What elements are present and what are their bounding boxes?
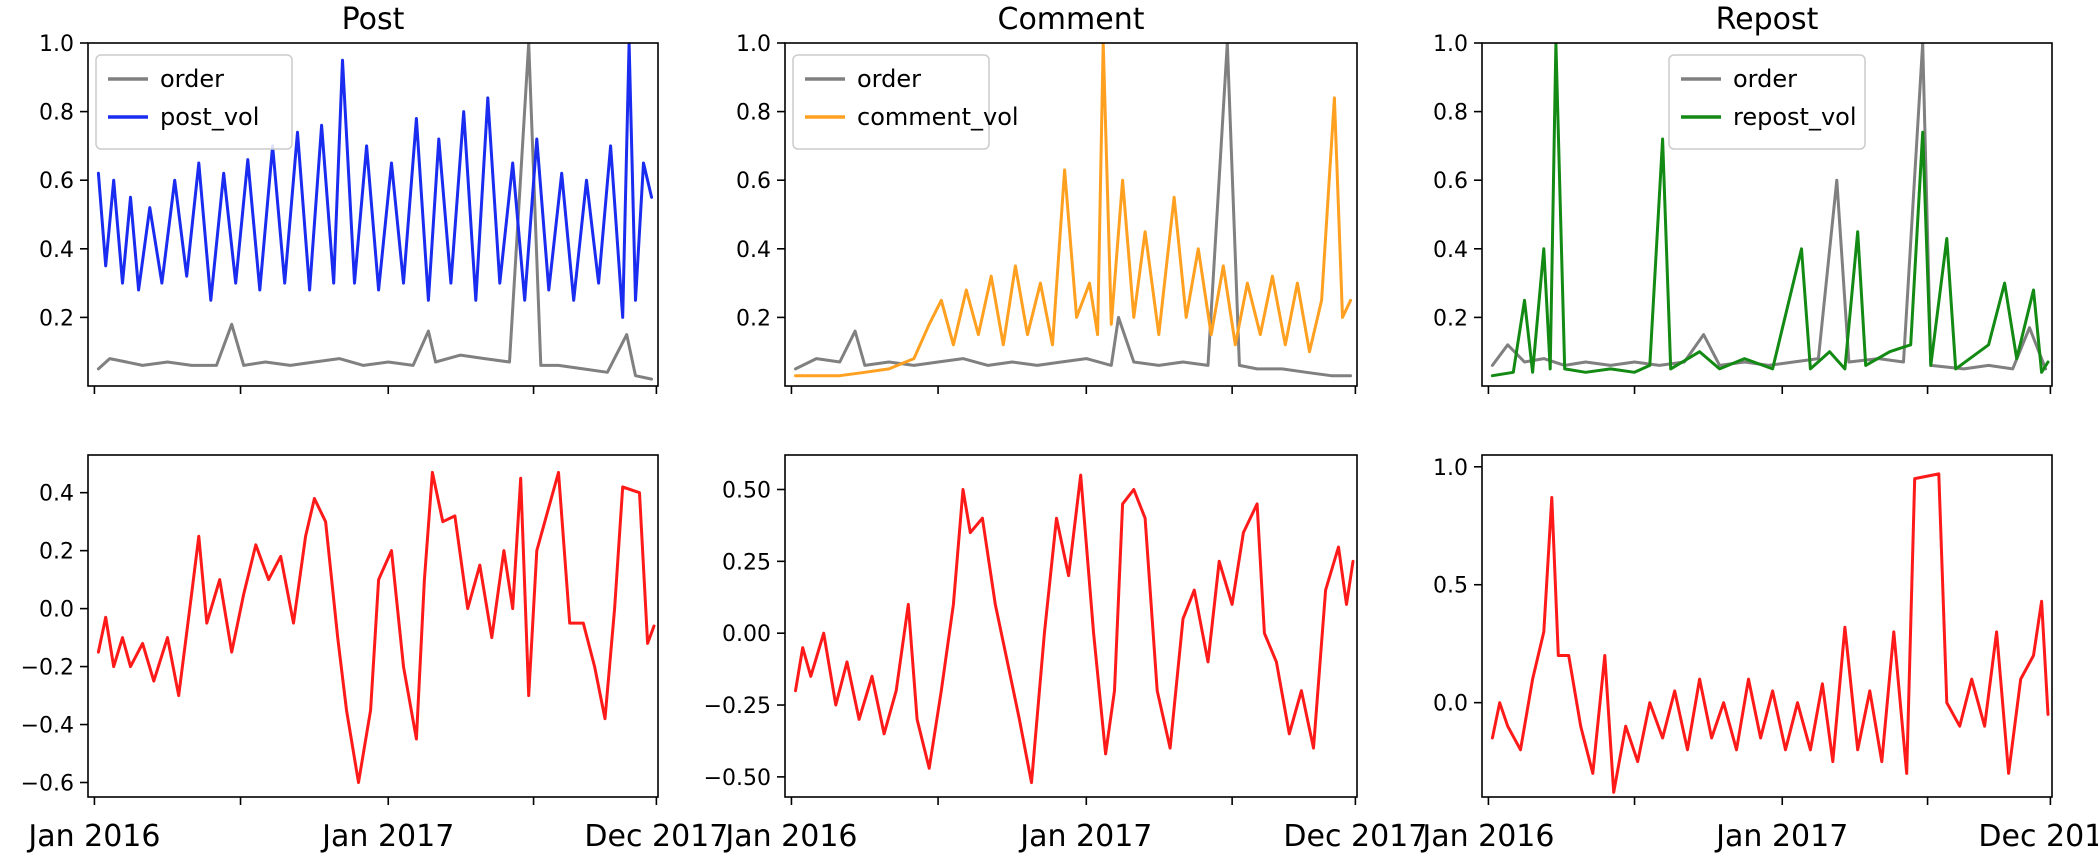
series-line-order [794,43,1353,378]
subplot-2: 0.2 0.4 0.6 0.8 1.0 Comment order comment_vol [736,2,1358,394]
y-tick-label: −0.4 [21,714,74,739]
y-tick-label: 0.0 [39,598,74,623]
y-tick-label: −0.50 [704,766,771,791]
y-tick-label: 0.5 [1433,574,1468,599]
series-line-value [1490,472,2050,794]
y-tick-label: 0.25 [722,550,771,575]
plot-title: Repost [1716,2,1819,37]
y-tick-label: 1.0 [736,32,771,57]
series-group [794,43,1353,378]
legend-label: repost_vol [1733,103,1857,131]
legend: order repost_vol [1668,54,1866,150]
legend: order comment_vol [792,54,1019,150]
y-tick-label: 0.0 [1433,692,1468,717]
series-line-order [96,43,654,381]
y-tick-label: 0.4 [39,238,74,263]
plot-frame [784,42,1358,387]
y-tick-label: 1.0 [39,32,74,57]
series-group [1490,43,2050,378]
plot-frame [87,454,659,798]
series-line-comment-vol [794,43,1353,378]
series-group [96,470,656,784]
y-tick-label: 0.2 [39,540,74,565]
y-tick-label: 0.4 [736,238,771,263]
y-tick-label: 0.8 [736,101,771,126]
y-tick-label: 0.00 [722,622,771,647]
y-tick-label: 0.6 [736,169,771,194]
y-tick-label: 0.2 [1433,306,1468,331]
series-line-value [96,470,656,784]
y-tick-label: 0.2 [39,306,74,331]
y-tick-label: 0.6 [39,169,74,194]
series-line-post-vol [96,43,654,319]
legend-label: order [160,65,224,93]
plot-title: Comment [998,2,1145,37]
y-tick-label: 0.50 [722,478,771,503]
y-tick-label: 1.0 [1433,456,1468,481]
plot-frame [1481,42,2053,387]
subplot-5: −0.50 −0.25 0.00 0.25 0.50 Jan 2016 Jan 2017 De… [704,454,1427,854]
subplot-1: 0.2 0.4 0.6 0.8 1.0 Post order post_vol [39,2,659,394]
x-tick-label: Jan 2016 [1420,819,1554,854]
x-tick-label: Dec 2017 [584,819,728,854]
x-tick-label: Jan 2016 [26,819,160,854]
y-tick-label: −0.25 [704,694,771,719]
series-group [1490,472,2050,794]
x-tick-label: Jan 2017 [320,819,454,854]
legend-label: comment_vol [857,103,1019,131]
plot-title: Post [342,2,405,37]
series-line-value [794,473,1355,785]
x-tick-label: Dec 2017 [1978,819,2098,854]
plot-frame [1481,454,2053,798]
legend-label: post_vol [160,103,259,131]
legend-label: order [857,65,921,93]
x-tick-label: Jan 2017 [1018,819,1152,854]
y-tick-label: −0.6 [21,772,74,797]
x-tick-label: Jan 2017 [1714,819,1848,854]
y-tick-label: 0.6 [1433,169,1468,194]
y-tick-label: −0.2 [21,656,74,681]
series-line-order [1490,43,2048,371]
y-tick-label: 0.4 [1433,238,1468,263]
y-tick-label: 0.4 [39,482,74,507]
legend: order post_vol [95,54,293,150]
y-tick-label: 1.0 [1433,32,1468,57]
y-tick-label: 0.8 [39,101,74,126]
series-line-repost-vol [1490,43,2050,378]
y-tick-label: 0.8 [1433,101,1468,126]
series-group [96,43,654,381]
x-tick-label: Jan 2016 [723,819,857,854]
plot-frame [784,454,1358,798]
subplot-6: 0.0 0.5 1.0 Jan 2016 Jan 2017 Dec 2017 [1420,454,2098,854]
plot-frame [87,42,659,387]
subplot-4: −0.6 −0.4 −0.2 0.0 0.2 0.4 Jan 2016 Jan 2017 Dec… [21,454,728,854]
x-tick-label: Dec 2017 [1283,819,1427,854]
subplot-3: 0.2 0.4 0.6 0.8 1.0 Repost order repost_vol [1433,2,2053,394]
series-group [794,473,1355,785]
legend-label: order [1733,65,1797,93]
y-tick-label: 0.2 [736,306,771,331]
